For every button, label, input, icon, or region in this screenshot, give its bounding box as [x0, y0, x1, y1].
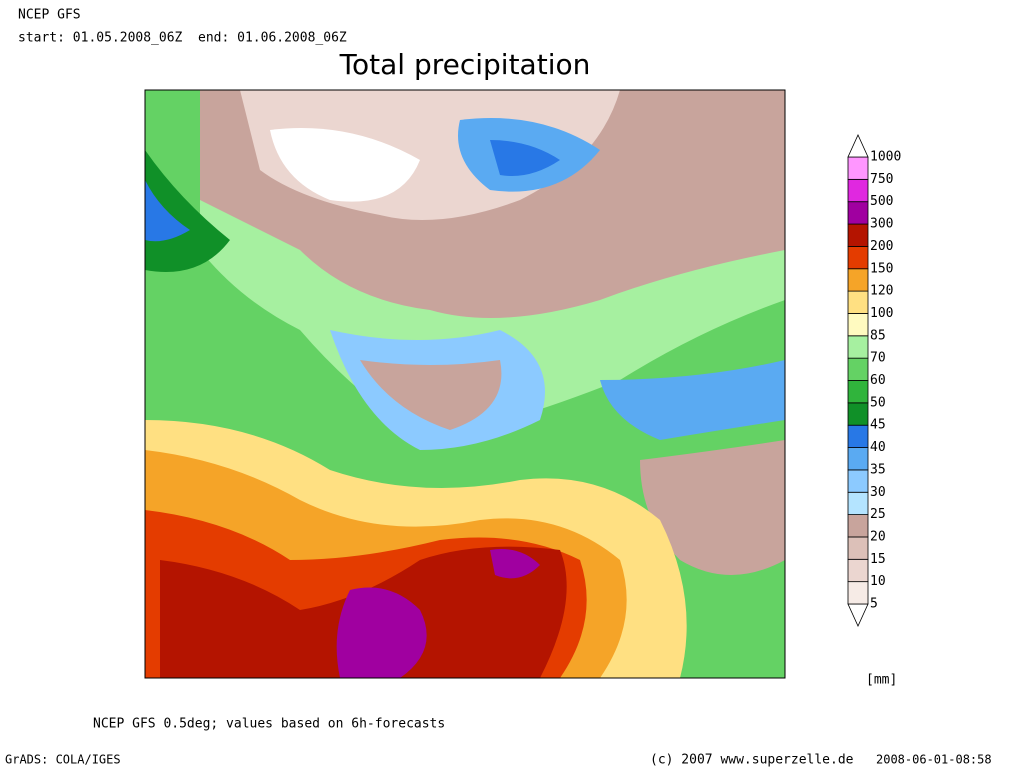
colorbar-label: 10 — [870, 574, 886, 589]
colorbar-label: 30 — [870, 485, 886, 500]
colorbar-box — [847, 223, 869, 247]
map-title: Total precipitation — [339, 48, 591, 81]
colorbar-label: 750 — [870, 172, 893, 187]
colorbar-label: 45 — [870, 418, 886, 433]
colorbar-box — [847, 313, 869, 337]
colorbar-label: 50 — [870, 395, 886, 410]
colorbar-label: 1000 — [870, 150, 901, 165]
colorbar-box — [847, 156, 869, 180]
colorbar-label: 200 — [870, 239, 893, 254]
period-label: start: 01.05.2008_06Z end: 01.06.2008_06… — [18, 31, 347, 46]
colorbar-box — [847, 402, 869, 426]
colorbar-box — [847, 447, 869, 471]
colorbar-label: 70 — [870, 351, 886, 366]
colorbar-box — [847, 357, 869, 381]
copyright: (c) 2007 www.superzelle.de — [650, 753, 854, 768]
colorbar-box — [847, 178, 869, 203]
colorbar-box — [847, 268, 869, 292]
colorbar-box — [847, 201, 869, 225]
footer-note: NCEP GFS 0.5deg; values based on 6h-fore… — [93, 717, 445, 732]
colorbar-label: 25 — [870, 507, 886, 522]
colorbar-box — [847, 380, 869, 404]
colorbar-under — [847, 603, 869, 627]
colorbar: 5 10 15 20 25 30 35 40 45 50 60 70 85 100 120 150 200 300… — [847, 134, 901, 627]
colorbar-box — [847, 245, 869, 270]
unit-label: [mm] — [866, 673, 897, 688]
colorbar-label: 100 — [870, 306, 893, 321]
colorbar-box — [847, 491, 869, 516]
colorbar-label: 150 — [870, 261, 893, 276]
model-label: NCEP GFS — [18, 8, 81, 23]
colorbar-box — [847, 536, 869, 560]
colorbar-box — [847, 469, 869, 493]
colorbar-label: 20 — [870, 529, 886, 544]
colorbar-box — [847, 514, 869, 538]
colorbar-box — [847, 335, 869, 359]
colorbar-label: 300 — [870, 217, 893, 232]
colorbar-label: 120 — [870, 284, 893, 299]
precipitation-field — [144, 89, 786, 679]
timestamp: 2008-06-01-08:58 — [876, 753, 992, 767]
colorbar-label: 500 — [870, 194, 893, 209]
colorbar-label: 5 — [870, 597, 878, 612]
colorbar-label: 85 — [870, 328, 886, 343]
colorbar-label: 35 — [870, 462, 886, 477]
colorbar-box — [847, 424, 869, 448]
colorbar-label: 15 — [870, 552, 886, 567]
colorbar-box — [847, 558, 869, 583]
colorbar-label: 60 — [870, 373, 886, 388]
colorbar-box — [847, 290, 869, 314]
software-credit: GrADS: COLA/IGES — [5, 753, 121, 767]
colorbar-box — [847, 581, 869, 605]
colorbar-label: 40 — [870, 440, 886, 455]
colorbar-over — [847, 134, 869, 158]
